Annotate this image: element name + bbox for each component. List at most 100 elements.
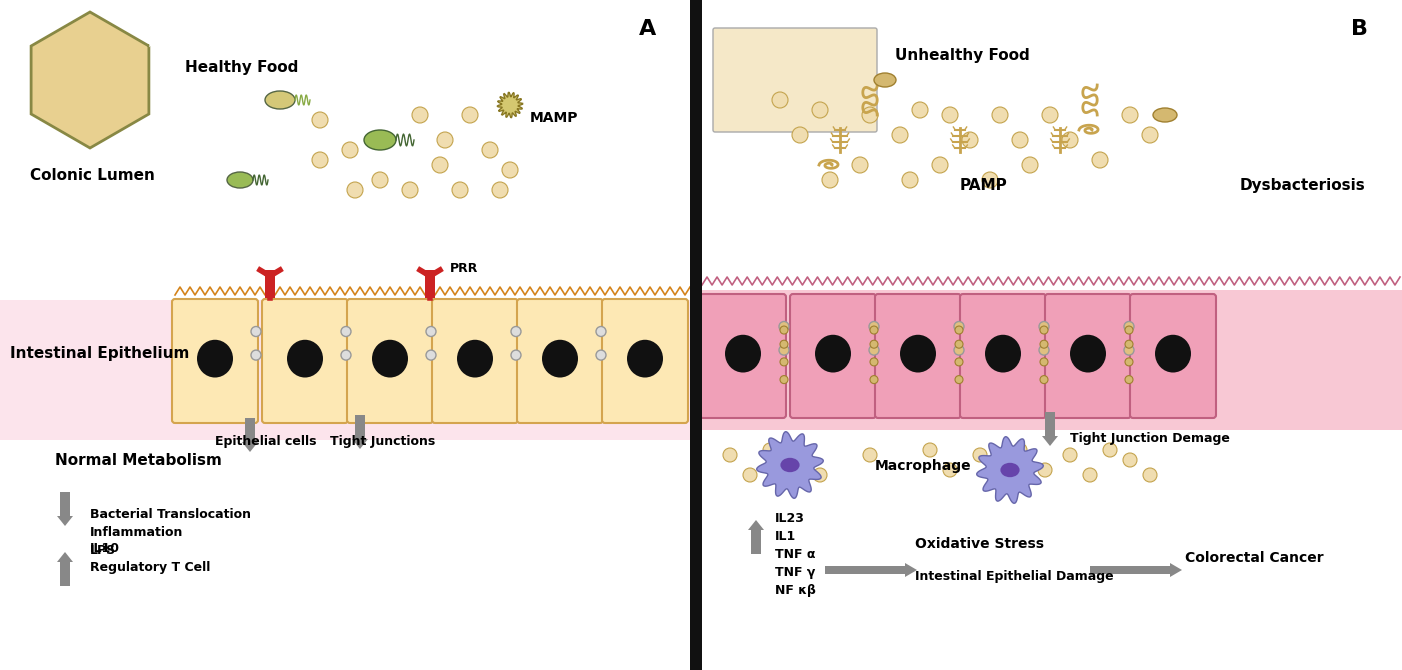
Circle shape xyxy=(1124,322,1134,332)
FancyBboxPatch shape xyxy=(1130,294,1216,418)
Bar xyxy=(700,0,1402,670)
FancyBboxPatch shape xyxy=(172,299,258,423)
Polygon shape xyxy=(258,270,282,276)
Circle shape xyxy=(955,326,963,334)
Circle shape xyxy=(1042,107,1059,123)
Circle shape xyxy=(451,182,468,198)
Text: Colonic Lumen: Colonic Lumen xyxy=(29,168,154,183)
Text: Tight Junction Demage: Tight Junction Demage xyxy=(1070,432,1230,445)
Circle shape xyxy=(1124,326,1133,334)
Circle shape xyxy=(437,132,453,148)
Circle shape xyxy=(251,326,261,336)
Ellipse shape xyxy=(457,340,494,377)
Circle shape xyxy=(313,152,328,168)
Text: Dysbacteriosis: Dysbacteriosis xyxy=(1239,178,1366,193)
FancyBboxPatch shape xyxy=(789,294,876,418)
Circle shape xyxy=(871,340,878,348)
Ellipse shape xyxy=(986,335,1021,373)
Circle shape xyxy=(822,172,838,188)
Circle shape xyxy=(864,448,878,462)
Text: MAMP: MAMP xyxy=(530,111,579,125)
Circle shape xyxy=(953,322,965,332)
Circle shape xyxy=(780,326,788,334)
Text: Tight Junctions: Tight Junctions xyxy=(329,435,435,448)
FancyBboxPatch shape xyxy=(601,299,688,423)
Circle shape xyxy=(510,326,522,336)
Circle shape xyxy=(780,340,788,348)
Circle shape xyxy=(463,107,478,123)
Polygon shape xyxy=(498,92,523,118)
FancyBboxPatch shape xyxy=(1044,294,1131,418)
Text: Epithelial cells: Epithelial cells xyxy=(215,435,317,448)
Bar xyxy=(0,300,690,440)
Circle shape xyxy=(892,127,908,143)
Text: B: B xyxy=(1352,19,1368,39)
Circle shape xyxy=(432,157,449,173)
Polygon shape xyxy=(31,12,149,148)
Circle shape xyxy=(510,350,522,360)
Circle shape xyxy=(313,112,328,128)
Text: Intestinal Epithelium: Intestinal Epithelium xyxy=(10,346,189,361)
Text: Normal Metabolism: Normal Metabolism xyxy=(55,453,222,468)
Circle shape xyxy=(251,350,261,360)
Text: Bacterial Translocation
Inflammation
LPS: Bacterial Translocation Inflammation LPS xyxy=(90,508,251,557)
Circle shape xyxy=(1040,326,1049,334)
Circle shape xyxy=(993,107,1008,123)
Text: Oxidative Stress: Oxidative Stress xyxy=(916,537,1044,551)
Circle shape xyxy=(1012,132,1028,148)
FancyArrow shape xyxy=(749,520,764,554)
Text: IL10
Regulatory T Cell: IL10 Regulatory T Cell xyxy=(90,543,210,574)
Circle shape xyxy=(901,172,918,188)
Text: PRR: PRR xyxy=(450,262,478,275)
FancyBboxPatch shape xyxy=(265,276,275,298)
Circle shape xyxy=(482,142,498,158)
Circle shape xyxy=(1014,443,1028,457)
Circle shape xyxy=(502,162,517,178)
Circle shape xyxy=(981,172,998,188)
Circle shape xyxy=(792,127,808,143)
Circle shape xyxy=(911,102,928,118)
Circle shape xyxy=(871,358,878,366)
Circle shape xyxy=(1123,453,1137,467)
Ellipse shape xyxy=(287,340,322,377)
Circle shape xyxy=(871,326,878,334)
Circle shape xyxy=(932,157,948,173)
Circle shape xyxy=(813,468,827,482)
Text: Macrophage: Macrophage xyxy=(875,459,972,473)
Circle shape xyxy=(342,142,358,158)
Ellipse shape xyxy=(815,335,851,373)
Text: Unhealthy Food: Unhealthy Food xyxy=(894,48,1029,63)
Circle shape xyxy=(869,322,879,332)
Circle shape xyxy=(1143,468,1157,482)
Text: IL23
IL1
TNF α
TNF γ
NF κβ: IL23 IL1 TNF α TNF γ NF κβ xyxy=(775,512,816,597)
FancyArrow shape xyxy=(1042,412,1059,446)
Circle shape xyxy=(1063,448,1077,462)
Circle shape xyxy=(1022,157,1037,173)
Ellipse shape xyxy=(227,172,252,188)
Circle shape xyxy=(944,463,958,477)
Circle shape xyxy=(852,157,868,173)
FancyBboxPatch shape xyxy=(432,299,517,423)
Ellipse shape xyxy=(543,340,578,377)
Text: Intestinal Epithelial Damage: Intestinal Epithelial Damage xyxy=(916,570,1113,583)
Circle shape xyxy=(596,326,606,336)
Ellipse shape xyxy=(372,340,408,377)
Circle shape xyxy=(923,443,937,457)
Circle shape xyxy=(955,358,963,366)
Circle shape xyxy=(773,92,788,108)
Circle shape xyxy=(1103,443,1117,457)
Circle shape xyxy=(942,107,958,123)
Circle shape xyxy=(412,107,428,123)
Polygon shape xyxy=(977,437,1043,503)
Circle shape xyxy=(1037,463,1052,477)
Ellipse shape xyxy=(365,130,395,150)
Circle shape xyxy=(1082,468,1096,482)
Bar xyxy=(690,0,702,670)
Circle shape xyxy=(1061,132,1078,148)
Ellipse shape xyxy=(781,458,799,472)
Circle shape xyxy=(1122,107,1138,123)
Circle shape xyxy=(1039,345,1049,355)
Circle shape xyxy=(812,102,829,118)
Circle shape xyxy=(1040,358,1049,366)
Circle shape xyxy=(723,448,737,462)
